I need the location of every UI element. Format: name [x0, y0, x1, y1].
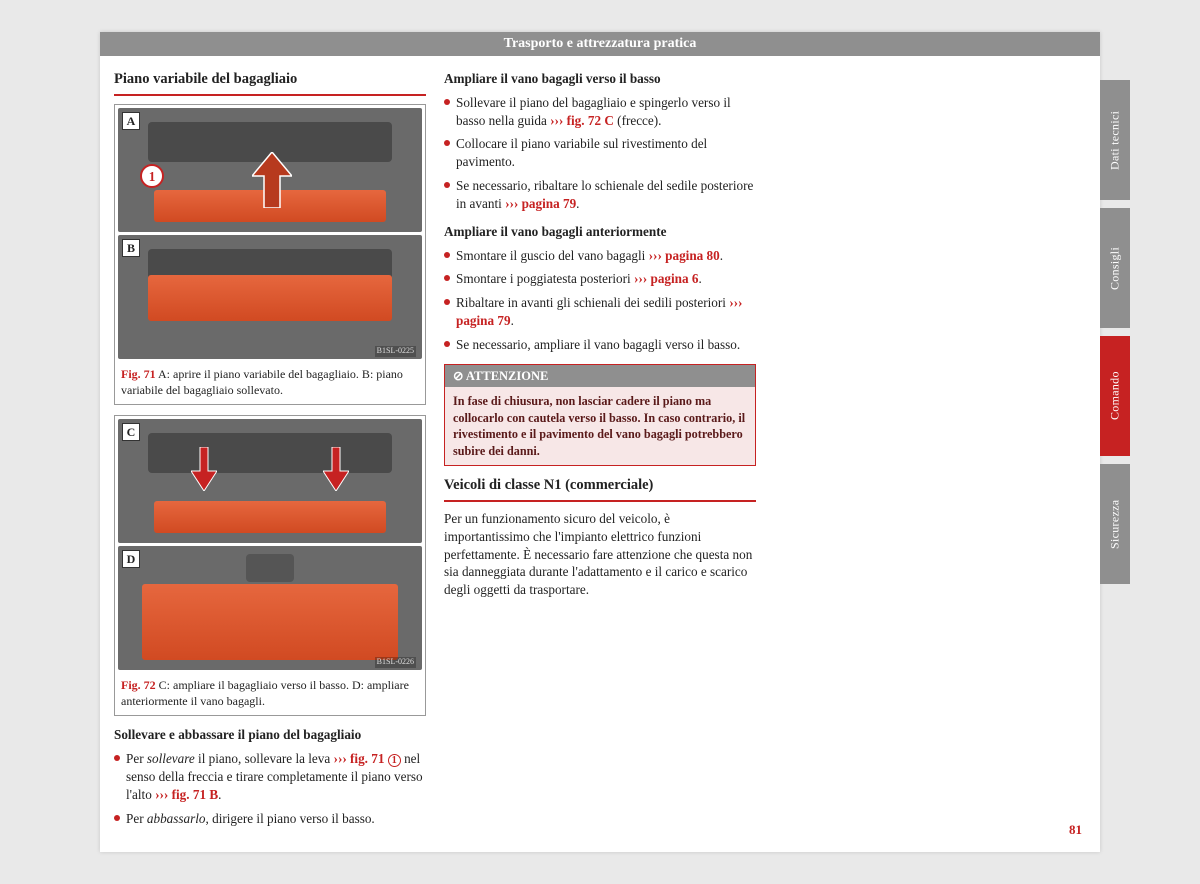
- figure-label: Fig. 72: [121, 678, 156, 692]
- down-arrow-icon: [191, 447, 217, 491]
- crossref[interactable]: pagina 80: [662, 248, 720, 263]
- text: il piano, sollevare la leva: [195, 751, 334, 766]
- figure-71-panels: A 1 B B1SL-0225: [115, 105, 425, 359]
- crossref[interactable]: fig. 72 C: [563, 113, 614, 128]
- figure-72-panel-c: C: [118, 419, 422, 543]
- crossref[interactable]: fig. 71 B: [168, 787, 218, 802]
- down-arrow-icon: [323, 447, 349, 491]
- luggage-floor-extended: [142, 584, 397, 660]
- text: Smontare i poggiatesta posteriori: [456, 271, 634, 286]
- text: (frecce).: [614, 113, 662, 128]
- text: Per: [126, 811, 147, 826]
- text-italic: abbassarlo: [147, 811, 206, 826]
- section-title: Veicoli di classe N1 (commerciale): [444, 476, 756, 502]
- figure-71-panel-a: A 1: [118, 108, 422, 232]
- figure-72-caption: Fig. 72 C: ampliare il bagagliaio verso …: [115, 673, 425, 709]
- page-content: Piano variabile del bagagliaio A 1 B B1S…: [114, 70, 1086, 852]
- crossref[interactable]: pagina 79: [518, 196, 576, 211]
- crossref-chevron: ›››: [634, 271, 647, 286]
- callout-marker: 1: [140, 164, 164, 188]
- text: .: [576, 196, 579, 211]
- list-item: Sollevare il piano del bagagliaio e spin…: [444, 94, 756, 130]
- paragraph: Per un funzionamento sicuro del veicolo,…: [444, 510, 756, 599]
- crossref[interactable]: pagina 79: [456, 313, 511, 328]
- crossref-chevron: ›››: [550, 113, 563, 128]
- list-item: Smontare il guscio del vano bagagli ››› …: [444, 247, 756, 265]
- luggage-floor: [154, 501, 385, 533]
- chapter-header: Trasporto e attrezzatura pratica: [100, 32, 1100, 56]
- page: Trasporto e attrezzatura pratica Piano v…: [100, 32, 1100, 852]
- warning-body: In fase di chiusura, non lasciar cadere …: [445, 387, 755, 465]
- panel-tag: C: [122, 423, 140, 441]
- text: .: [511, 313, 514, 328]
- crossref-chevron: ›››: [155, 787, 168, 802]
- list-item: Per abbassarlo, dirigere il piano verso …: [114, 810, 426, 828]
- text: .: [218, 787, 221, 802]
- side-tabs: Dati tecnici Consigli Comando Sicurezza: [1100, 80, 1130, 592]
- tab-consigli[interactable]: Consigli: [1100, 208, 1130, 328]
- text: Smontare il guscio del vano bagagli: [456, 248, 649, 263]
- list-item: Per sollevare il piano, sollevare la lev…: [114, 750, 426, 803]
- figure-72-panels: C D B1SL-0226: [115, 416, 425, 670]
- crossref-chevron: ›››: [729, 295, 742, 310]
- figure-71-panel-b: B B1SL-0225: [118, 235, 422, 359]
- page-number: 81: [1069, 822, 1082, 838]
- luggage-floor-raised: [148, 275, 391, 321]
- crossref-chevron: ›››: [505, 196, 518, 211]
- subheading: Sollevare e abbassare il piano del bagag…: [114, 726, 426, 744]
- text: , dirigere il piano verso il basso.: [206, 811, 375, 826]
- crossref-chevron: ›››: [649, 248, 662, 263]
- warning-header: ATTENZIONE: [445, 365, 755, 388]
- warning-box: ATTENZIONE In fase di chiusura, non lasc…: [444, 364, 756, 467]
- image-code: B1SL-0225: [375, 346, 416, 357]
- trunk-roof: [148, 433, 391, 473]
- figure-caption-text: C: ampliare il bagagliaio verso il basso…: [121, 678, 409, 708]
- list-item: Collocare il piano variabile sul rivesti…: [444, 135, 756, 171]
- tab-comando[interactable]: Comando: [1100, 336, 1130, 456]
- text: .: [699, 271, 702, 286]
- subheading: Ampliare il vano bagagli verso il basso: [444, 70, 756, 88]
- figure-72-panel-d: D B1SL-0226: [118, 546, 422, 670]
- crossref-chevron: ›››: [334, 751, 347, 766]
- figure-71: A 1 B B1SL-0225 Fig. 71 A: aprire il pia…: [114, 104, 426, 405]
- subheading: Ampliare il vano bagagli anteriormente: [444, 223, 756, 241]
- figure-72: C D B1SL-0226 Fig: [114, 415, 426, 716]
- panel-tag: D: [122, 550, 140, 568]
- seat-headrest: [246, 554, 295, 582]
- up-arrow-icon: [252, 152, 292, 208]
- text: Per: [126, 751, 147, 766]
- tab-dati-tecnici[interactable]: Dati tecnici: [1100, 80, 1130, 200]
- text: Ribaltare in avanti gli schienali dei se…: [456, 295, 729, 310]
- image-code: B1SL-0226: [375, 657, 416, 668]
- callout-ref: 1: [388, 754, 401, 767]
- list-item: Se necessario, ribaltare lo schienale de…: [444, 177, 756, 213]
- list-item: Se necessario, ampliare il vano bagagli …: [444, 336, 756, 354]
- crossref[interactable]: pagina 6: [647, 271, 698, 286]
- figure-caption-text: A: aprire il piano variabile del bagagli…: [121, 367, 403, 397]
- figure-label: Fig. 71: [121, 367, 156, 381]
- list-item: Ribaltare in avanti gli schienali dei se…: [444, 294, 756, 330]
- panel-tag: A: [122, 112, 140, 130]
- section-title: Piano variabile del bagagliaio: [114, 70, 426, 96]
- figure-71-caption: Fig. 71 A: aprire il piano variabile del…: [115, 362, 425, 398]
- text-italic: sollevare: [147, 751, 195, 766]
- list-item: Smontare i poggiatesta posteriori ››› pa…: [444, 270, 756, 288]
- tab-sicurezza[interactable]: Sicurezza: [1100, 464, 1130, 584]
- crossref[interactable]: fig. 71: [347, 751, 388, 766]
- panel-tag: B: [122, 239, 140, 257]
- text: .: [720, 248, 723, 263]
- text: Se necessario, ribaltare lo schienale de…: [456, 178, 753, 211]
